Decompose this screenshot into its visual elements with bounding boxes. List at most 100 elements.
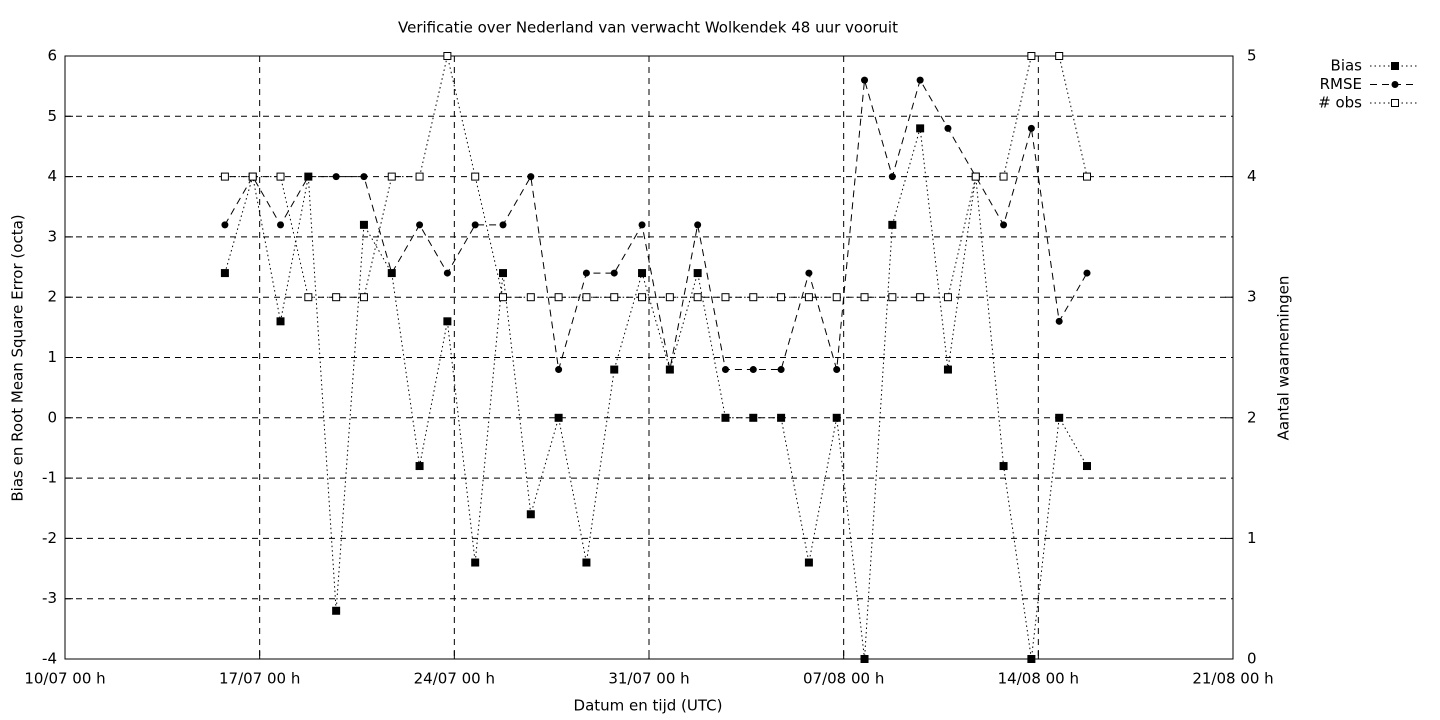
y-tick-label: -4: [42, 650, 57, 668]
marker: [415, 172, 424, 181]
marker: [999, 462, 1008, 471]
marker: [304, 173, 312, 181]
marker: [1083, 269, 1091, 277]
marker: [443, 317, 452, 326]
marker: [1027, 655, 1036, 663]
marker: [360, 173, 368, 181]
marker: [888, 173, 896, 181]
marker: [943, 365, 952, 374]
marker: [1055, 52, 1064, 60]
x-axis-label: Datum en tijd (UTC): [574, 697, 723, 715]
marker: [332, 293, 341, 302]
marker: [777, 366, 785, 374]
marker: [554, 413, 563, 422]
marker: [721, 413, 730, 422]
marker: [693, 269, 702, 278]
marker: [777, 413, 786, 422]
marker: [554, 293, 563, 302]
marker: [943, 293, 952, 302]
x-tick-label: 07/08 00 h: [803, 670, 884, 688]
y-tick-label: -3: [42, 589, 57, 607]
marker: [916, 293, 925, 302]
legend-marker: [1391, 62, 1399, 70]
marker: [749, 413, 758, 422]
marker: [777, 293, 786, 302]
x-tick-label: 31/07 00 h: [608, 670, 689, 688]
marker: [1083, 172, 1091, 181]
marker: [1055, 317, 1063, 325]
marker: [276, 172, 285, 181]
marker: [471, 221, 479, 229]
chart-title: Verificatie over Nederland van verwacht …: [398, 19, 898, 37]
marker: [666, 366, 674, 374]
y-tick-label: 0: [47, 408, 57, 426]
y2-tick-label: 4: [1247, 167, 1257, 185]
legend-marker: [1391, 81, 1399, 88]
x-tick-label: 17/07 00 h: [219, 670, 300, 688]
x-tick-label: 10/07 00 h: [24, 670, 105, 688]
marker: [471, 558, 480, 567]
marker: [694, 221, 702, 229]
marker: [721, 366, 729, 374]
y-tick-label: 6: [47, 47, 57, 65]
marker: [332, 606, 341, 615]
marker: [916, 124, 925, 133]
legend-label: RMSE: [1320, 75, 1362, 93]
marker: [220, 269, 229, 278]
marker: [833, 366, 841, 374]
y-axis-label: Bias en Root Mean Square Error (octa): [9, 214, 27, 501]
marker: [220, 172, 229, 181]
y-tick-label: -1: [42, 469, 57, 487]
legend-label: # obs: [1318, 94, 1362, 112]
marker: [888, 293, 897, 302]
marker: [555, 366, 563, 374]
marker: [638, 293, 647, 302]
series-line: [224, 128, 1088, 660]
marker: [749, 293, 758, 302]
marker: [1083, 462, 1091, 471]
marker: [693, 293, 702, 302]
marker: [388, 269, 396, 277]
y-tick-label: 4: [47, 167, 57, 185]
marker: [471, 172, 480, 181]
marker: [359, 293, 368, 302]
y-tick-label: 2: [47, 288, 57, 306]
y2-tick-label: 3: [1247, 288, 1257, 306]
series-line: [224, 78, 1088, 371]
y2-tick-label: 2: [1247, 408, 1257, 426]
marker: [610, 269, 618, 277]
marker: [582, 269, 590, 277]
x-tick-label: 24/07 00 h: [414, 670, 495, 688]
marker: [304, 293, 313, 302]
marker: [805, 269, 813, 277]
marker: [888, 220, 897, 229]
marker: [916, 76, 924, 84]
marker: [443, 269, 451, 277]
y2-axis-label: Aantal waarnemingen: [1275, 276, 1293, 441]
marker: [1027, 124, 1035, 132]
y2-tick-label: 5: [1247, 47, 1257, 65]
marker: [415, 462, 424, 471]
marker: [582, 293, 591, 302]
marker: [944, 124, 952, 132]
marker: [804, 558, 813, 567]
marker: [861, 76, 869, 84]
marker: [638, 269, 647, 278]
marker: [610, 365, 619, 374]
marker: [277, 221, 285, 229]
marker: [332, 173, 340, 181]
legend-label: Bias: [1331, 57, 1363, 75]
marker: [832, 413, 841, 422]
marker: [804, 293, 813, 302]
marker: [971, 172, 980, 181]
marker: [276, 317, 285, 326]
marker: [665, 293, 674, 302]
marker: [499, 293, 507, 302]
y-tick-label: 3: [47, 227, 57, 245]
marker: [860, 293, 869, 302]
marker: [832, 293, 841, 302]
marker: [582, 558, 591, 567]
marker: [527, 173, 535, 181]
y-tick-label: 1: [47, 348, 57, 366]
marker: [721, 293, 730, 302]
